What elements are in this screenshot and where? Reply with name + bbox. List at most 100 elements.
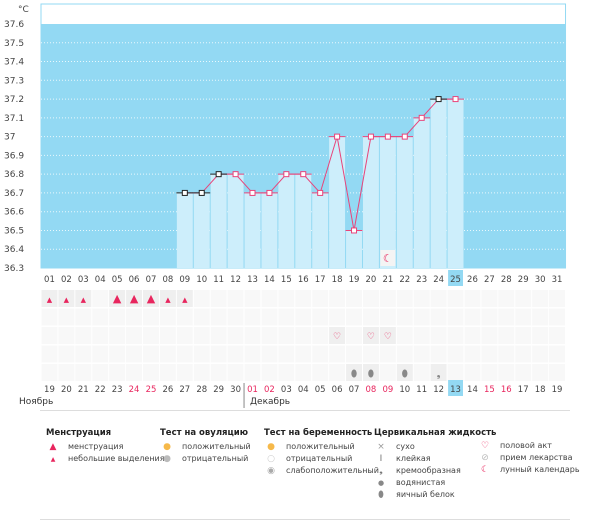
fluid-cell [346,364,362,381]
grid-cell [58,327,75,344]
grid-cell [464,327,481,344]
temperature-bar [430,99,447,268]
calendar-date: 29 [213,385,224,395]
cycle-day-label: 02 [61,275,72,285]
grid-cell [244,364,261,381]
grid-cell [481,327,498,344]
grid-cell [193,308,210,326]
cycle-day-label: 03 [78,275,89,285]
grid-cell [413,290,430,307]
calendar-date: 02 [264,385,275,395]
temperature-point [283,171,290,178]
calendar-date: 04 [298,385,309,395]
grid-cell [329,364,346,381]
grid-cell [464,308,481,326]
grid-cell [413,364,430,381]
calendar-date: 05 [315,385,326,395]
grid-cell [227,364,244,381]
calendar-date: 19 [552,385,563,395]
temperature-bar [193,192,210,268]
legend-label: слабоположительный [286,466,379,475]
menstruation-cell [41,290,58,307]
grid-cell [430,308,447,326]
grid-cell [143,364,159,381]
temperature-bar [210,174,227,268]
grid-cell [329,308,346,326]
cycle-day-label: 14 [264,275,275,285]
grid-cell [430,327,447,344]
heart-icon: ♡ [480,441,490,451]
cycle-day-label: 12 [230,275,241,285]
grid-cell [193,345,210,363]
grid-cell [498,308,515,326]
temperature-point [418,114,425,121]
pill-icon: ⊘ [481,453,489,463]
grid-cell [549,327,566,344]
cycle-day-label: 05 [112,275,123,285]
grid-cell [109,345,126,363]
temperature-bar [329,136,346,268]
grid-cell [464,364,481,381]
grid-cell [41,327,58,344]
calendar-date: 15 [484,385,495,395]
menstruation-icon: ▲ [49,442,57,452]
pregnancy-positive-icon: ● [267,442,275,452]
calendar-date: 25 [146,385,157,395]
grid-cell [278,308,295,326]
grid-cell [396,345,413,363]
legend-label: лунный календарь [500,465,580,474]
temperature-point [215,171,222,178]
grid-cell [413,345,430,363]
grid-cell [210,364,227,381]
grid-cell [244,290,261,307]
grid-cell [278,290,295,307]
cycle-day-label: 29 [518,275,529,285]
menstruation-icon: ▲ [113,292,122,305]
grid-cell [92,290,109,307]
grid-cell [312,308,329,326]
spotting-icon: ▲ [165,296,171,304]
legend-title: Цервикальная жидкость [374,428,497,438]
temperature-point [232,171,239,178]
cycle-day-label: 17 [315,275,326,285]
grid-cell [278,327,295,344]
grid-cell [498,364,515,381]
grid-cell [75,308,92,326]
grid-cell [295,290,312,307]
today-highlight [448,380,463,396]
calendar-date: 01 [247,385,258,395]
intercourse-cell [329,327,346,344]
calendar-date: 06 [332,385,343,395]
calendar-date: 10 [399,385,410,395]
egg-white-icon: ⬮ [368,369,374,380]
cycle-day-label: 21 [382,275,393,285]
cycle-day-label: 27 [484,275,495,285]
legend-label: сухо [396,442,415,451]
grid-cell [261,364,278,381]
temperature-bar [227,174,244,268]
grid-cell [447,308,464,326]
cycle-day-label: 15 [281,275,292,285]
cycle-day-label: 30 [535,275,546,285]
temperature-point [181,189,188,196]
grid-cell [346,290,362,307]
grid-cell [447,290,464,307]
legend-pregnancy: Тест на беременность ● положительный ○ отр… [264,428,379,477]
calendar-date: 21 [78,385,89,395]
grid-cell [346,308,362,326]
pregnancy-negative-icon: ○ [267,454,275,464]
temperature-bar [362,136,379,268]
legend-label: клейкая [396,454,431,463]
grid-cell [312,327,329,344]
temperature-point [435,96,442,103]
grid-cell [261,308,278,326]
cycle-day-label: 07 [146,275,157,285]
sticky-icon: I [379,454,383,464]
calendar-date: 14 [467,385,478,395]
grid-cell [41,345,58,363]
bbt-chart: °C 37.6 37.5 37.4 37.3 37.2 37.1 37 36.9 36.8 36.7… [4,3,567,408]
grid-cell [430,345,447,363]
spotting-icon: ▲ [64,296,70,304]
calendar-date: 18 [535,385,546,395]
